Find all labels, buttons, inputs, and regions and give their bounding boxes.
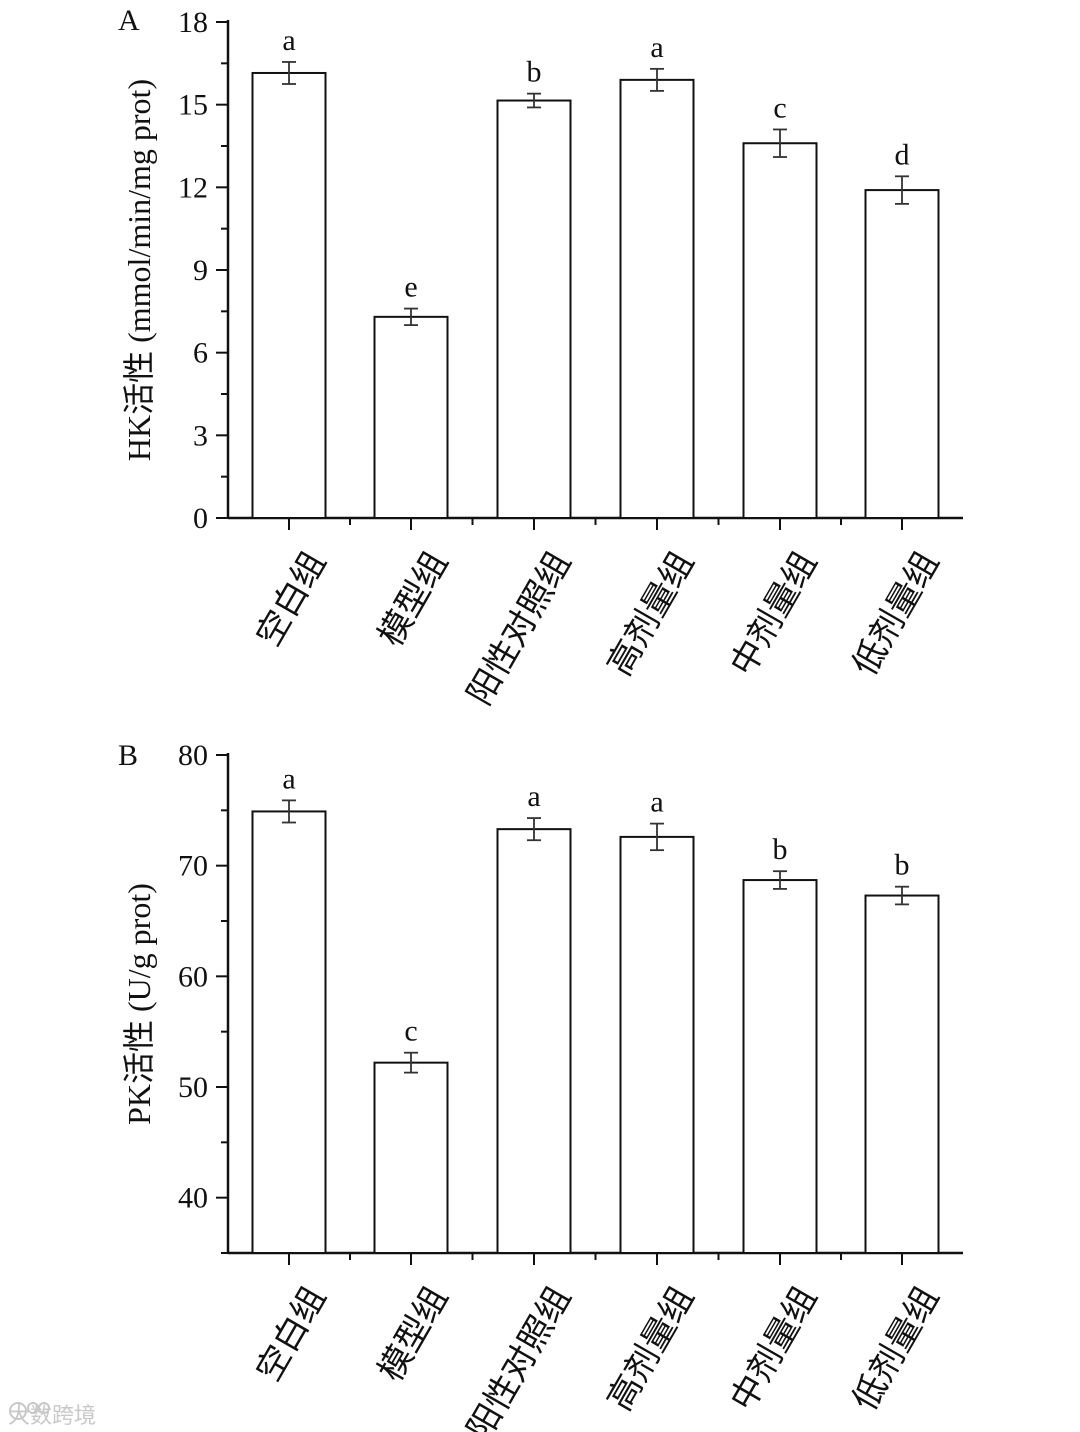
y-tick-label: 70 <box>178 850 208 883</box>
x-category-label: 模型组 <box>371 545 457 653</box>
bar <box>742 142 818 519</box>
bar <box>742 879 818 1254</box>
x-category-label: 阳性对照组 <box>460 1280 580 1432</box>
y-tick-label: 15 <box>178 89 208 122</box>
x-category-label: 模型组 <box>371 1280 457 1388</box>
y-tick-label: 6 <box>193 337 208 370</box>
bar <box>619 835 695 1254</box>
y-tick-label: 60 <box>178 960 208 993</box>
bar <box>864 894 940 1255</box>
y-axis-title: HK活性 (mmol/min/mg prot) <box>121 79 157 461</box>
significance-label: a <box>650 31 663 64</box>
significance-label: b <box>895 849 910 882</box>
panel-label: B <box>118 739 138 772</box>
significance-label: c <box>773 91 786 124</box>
x-category-label: 中剂量组 <box>723 545 826 683</box>
bar <box>251 71 327 519</box>
chart-panel-a: A 0 3 6 9 12 15 18 HK活性 (mmol/min/mg prot) a 空白组 e 模… <box>118 4 963 712</box>
significance-label: b <box>773 833 788 866</box>
y-tick-label: 0 <box>193 502 208 535</box>
y-tick-label: 18 <box>178 6 208 39</box>
x-category-label: 空白组 <box>249 1280 335 1388</box>
significance-label: a <box>282 762 295 795</box>
significance-label: c <box>404 1015 417 1048</box>
bar <box>864 189 940 519</box>
x-category-label: 低剂量组 <box>845 1280 948 1418</box>
y-axis-title: PK活性 (U/g prot) <box>121 883 157 1125</box>
bar <box>496 99 572 520</box>
x-category-label: 高剂量组 <box>600 1280 703 1418</box>
bar <box>619 78 695 519</box>
x-category-label: 中剂量组 <box>723 1280 826 1418</box>
watermark-logo-icon <box>9 1402 50 1420</box>
bar <box>373 315 449 519</box>
watermark: 大数跨境 <box>8 1398 96 1430</box>
y-tick-label: 50 <box>178 1071 208 1104</box>
bar <box>251 810 327 1254</box>
y-tick-label: 12 <box>178 171 208 204</box>
y-tick-label: 3 <box>193 419 208 452</box>
panel-label: A <box>118 4 140 37</box>
significance-label: a <box>282 24 295 57</box>
significance-label: e <box>404 271 417 304</box>
bar <box>373 1061 449 1254</box>
x-category-label: 阳性对照组 <box>460 545 580 712</box>
y-tick-label: 9 <box>193 254 208 287</box>
significance-label: b <box>527 56 542 89</box>
significance-label: d <box>895 138 910 171</box>
y-tick-label: 40 <box>178 1182 208 1215</box>
significance-label: a <box>650 786 663 819</box>
significance-label: a <box>527 780 540 813</box>
y-tick-label: 80 <box>178 739 208 772</box>
x-category-label: 低剂量组 <box>845 545 948 683</box>
x-category-label: 空白组 <box>249 545 335 653</box>
chart-panel-b: B 40 50 60 70 80 PK活性 (U/g prot) a 空白组 c 模型组 a 阳性对照组… <box>118 739 963 1432</box>
bar <box>496 828 572 1254</box>
x-category-label: 高剂量组 <box>600 545 703 683</box>
